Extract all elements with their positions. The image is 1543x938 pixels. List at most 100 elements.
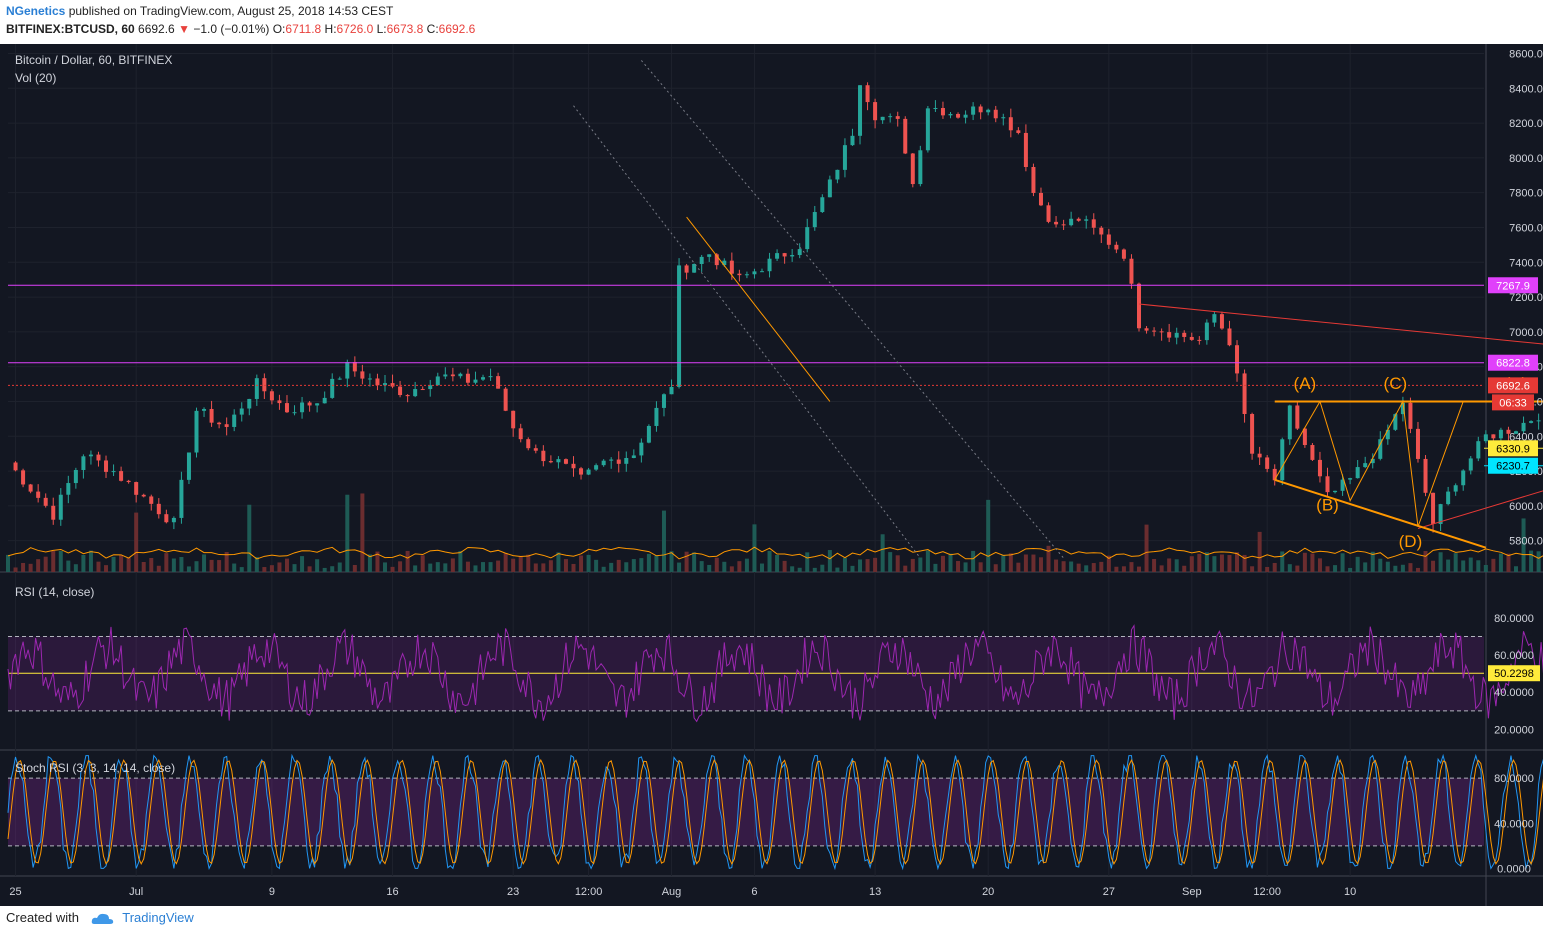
candle-body: [579, 468, 584, 475]
volume-bar: [1400, 564, 1405, 572]
candle-body: [654, 407, 659, 426]
candle-body: [571, 463, 576, 469]
candle-body: [925, 108, 930, 151]
volume-bar: [194, 561, 199, 572]
candle-body: [1423, 458, 1428, 493]
candle-body: [910, 153, 915, 185]
abcde-zigzag: [1274, 399, 1464, 527]
level-price-tag: [1488, 277, 1538, 294]
level-price-label: 7267.9: [1496, 280, 1530, 292]
candle-body: [1061, 224, 1066, 226]
candle-body: [58, 494, 63, 520]
volume-bar: [119, 555, 124, 572]
x-tick-label: 23: [507, 886, 519, 898]
candle-body: [503, 388, 508, 411]
volume-bar: [254, 556, 259, 572]
candle-body: [1084, 219, 1089, 221]
price-tick-label: 8400.0: [1509, 83, 1543, 95]
candle-body: [337, 378, 342, 380]
candle-body: [315, 403, 320, 406]
volume-bar: [134, 512, 139, 572]
volume-bar: [918, 557, 923, 572]
candle-body: [322, 397, 327, 404]
volume-bar: [1152, 558, 1157, 572]
candle-body: [496, 376, 501, 389]
candle-body: [797, 249, 802, 256]
axes: 25 Jul 9 16 23 12:00 Aug 6 13 20 27 Sep 12:00 10 8600.…: [9, 48, 1542, 898]
stoch-rsi-pane[interactable]: [7, 753, 1543, 871]
candle-body: [104, 460, 109, 472]
price-tick-label: 7400.0: [1509, 257, 1543, 269]
candle-body: [903, 118, 908, 154]
rsi-tick-label: 20.0000: [1494, 724, 1534, 736]
candle-body: [1272, 468, 1277, 481]
level-price-tag: [1488, 457, 1538, 474]
volume-bar: [1076, 563, 1081, 572]
volume-bar: [1529, 550, 1534, 572]
volume-bar: [1370, 551, 1375, 572]
candle-body: [194, 410, 199, 453]
level-price-tag: [1488, 377, 1538, 394]
candle-body: [1250, 414, 1255, 454]
volume-bar: [1423, 550, 1428, 572]
wave-label: (C): [1384, 374, 1408, 393]
candle-body: [217, 422, 222, 425]
volume-bar: [1046, 545, 1051, 572]
candle-body: [639, 442, 644, 456]
chart-canvas[interactable]: (A)(B)(C)(D)(E) 25Jul9162312:00Aug613202…: [0, 44, 1543, 906]
volume-bar: [284, 558, 289, 572]
candle-body: [1514, 431, 1518, 434]
candle-body: [254, 378, 259, 399]
price-tick-label: 6400.0: [1509, 431, 1543, 443]
candle-body: [300, 402, 305, 413]
candle-body: [481, 377, 486, 380]
candle-body: [835, 169, 840, 180]
stoch-tick-label: 0.0000: [1497, 863, 1531, 875]
volume-bar: [1182, 565, 1187, 572]
volume-bar: [579, 555, 584, 572]
candle-body: [119, 471, 124, 481]
volume-bar: [488, 562, 493, 572]
volume-bar: [948, 553, 953, 572]
volume-bar: [805, 552, 810, 572]
volume-bar: [209, 559, 214, 572]
candle-body: [1287, 405, 1292, 440]
volume-bar: [367, 554, 372, 572]
candle-body: [1302, 428, 1307, 446]
volume-bars: [6, 493, 1543, 572]
candle-body: [1378, 439, 1383, 459]
volume-bar: [1363, 562, 1368, 572]
candle-body: [601, 460, 606, 466]
volume-bar: [1461, 560, 1466, 572]
wave-label: (A): [1294, 374, 1317, 393]
price-pane[interactable]: (A)(B)(C)(D)(E): [6, 60, 1543, 572]
candle-body: [1212, 314, 1217, 323]
candle-body: [232, 414, 237, 427]
tradingview-link[interactable]: TradingView: [122, 910, 194, 925]
level-price-label: 6822.8: [1496, 358, 1530, 370]
author-link[interactable]: NGenetics: [6, 4, 66, 18]
volume-bar: [1031, 554, 1036, 572]
volume-bar: [1438, 552, 1443, 572]
volume-bar: [81, 554, 86, 572]
rsi-pane[interactable]: [7, 624, 1543, 723]
candle-body: [767, 258, 772, 272]
candle-body: [413, 389, 418, 397]
price-tick-label: 5800.0: [1509, 536, 1543, 548]
candle-body: [1325, 476, 1330, 493]
rsi-value-label: 50.2298: [1494, 668, 1534, 680]
volume-bar: [1174, 559, 1179, 572]
candle-body: [737, 273, 742, 276]
candle-body: [616, 459, 621, 464]
candle-body: [1355, 467, 1360, 479]
volume-bar: [677, 562, 682, 572]
candle-body: [66, 483, 71, 495]
volume-bar: [835, 567, 840, 572]
candle-body: [1333, 490, 1338, 493]
candle-body: [556, 459, 561, 463]
candle-body: [948, 113, 953, 116]
candle-body: [1099, 227, 1104, 235]
volume-bar: [1061, 561, 1066, 572]
candle-body: [609, 459, 614, 461]
candle-body: [390, 383, 395, 387]
